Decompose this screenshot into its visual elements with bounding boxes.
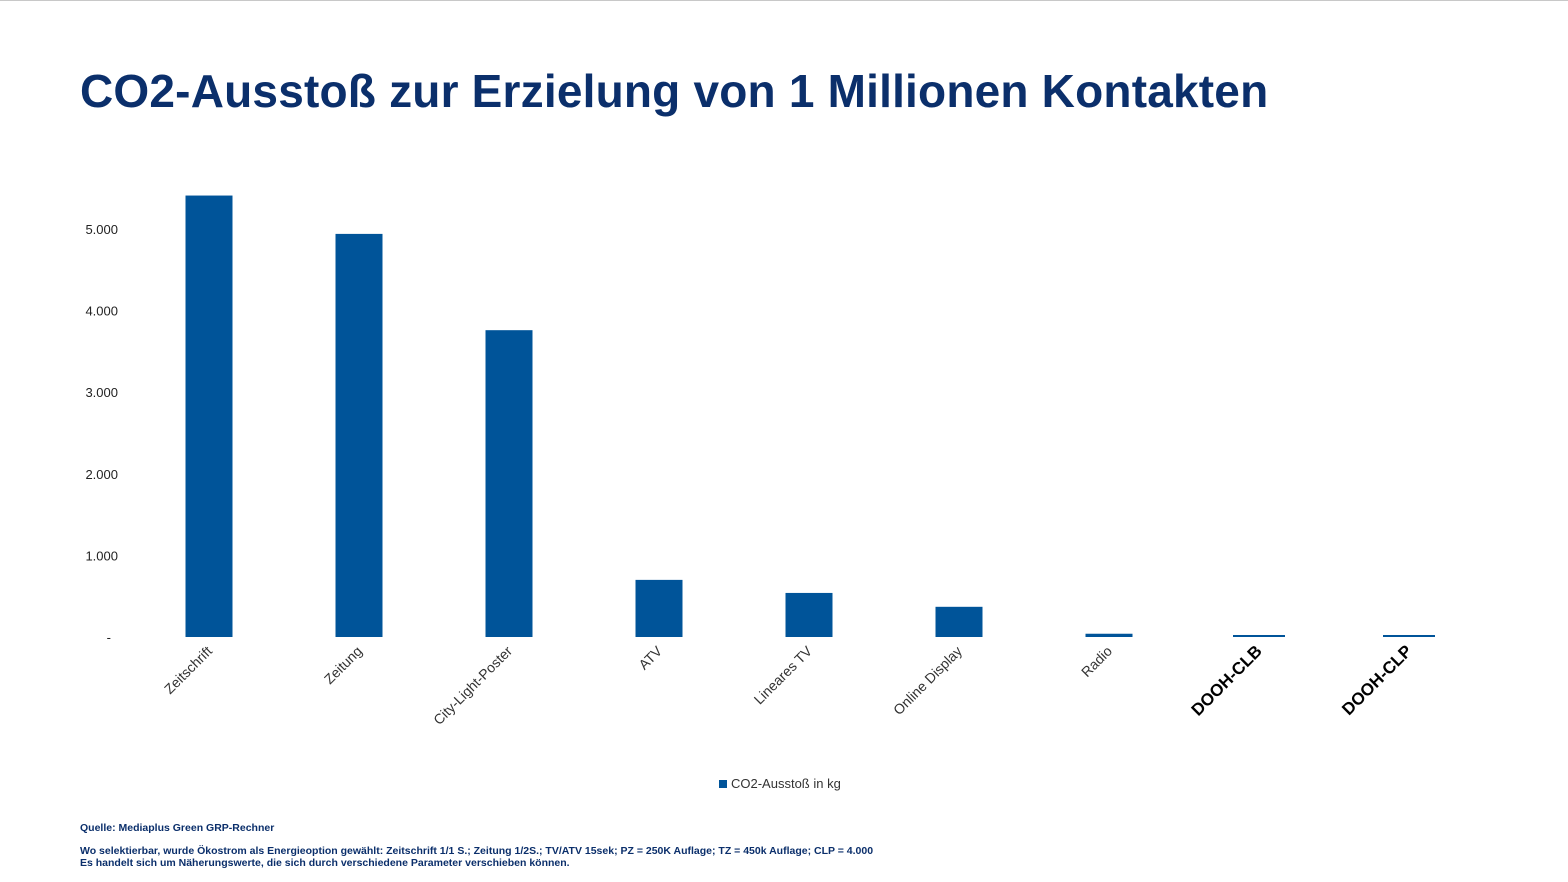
x-category-label: Zeitung xyxy=(321,643,365,687)
x-category-label: DOOH-CLP xyxy=(1338,641,1416,719)
y-tick-label: 3.000 xyxy=(85,385,118,400)
bar-lineares-tv xyxy=(785,592,833,637)
y-tick-label: - xyxy=(107,630,111,645)
bar-zeitung xyxy=(335,233,383,637)
y-tick-label: 5.000 xyxy=(85,222,118,237)
footnote-approximation: Es handelt sich um Näherungswerte, die s… xyxy=(80,857,570,869)
bar-atv xyxy=(635,579,683,637)
footnote-energy: Wo selektierbar, wurde Ökostrom als Ener… xyxy=(80,845,874,857)
legend-label: CO2-Ausstoß in kg xyxy=(731,776,841,791)
legend-swatch xyxy=(719,779,727,788)
x-category-label: Lineares TV xyxy=(751,642,816,707)
y-tick-label: 1.000 xyxy=(85,548,118,563)
x-category-label: Online Display xyxy=(890,643,965,718)
x-category-label: Radio xyxy=(1078,643,1115,680)
bar-dooh-clp xyxy=(1383,635,1435,637)
bar-city-light-poster xyxy=(485,330,533,637)
top-divider xyxy=(0,0,1568,1)
x-category-label: ATV xyxy=(635,642,665,672)
y-tick-label: 4.000 xyxy=(85,304,118,319)
x-category-label: Zeitschrift xyxy=(161,643,215,697)
bar-zeitschrift xyxy=(185,195,233,637)
x-category-label: DOOH-CLB xyxy=(1188,641,1266,719)
bar-dooh-clb xyxy=(1233,635,1285,637)
source-note: Quelle: Mediaplus Green GRP-Rechner xyxy=(80,822,275,834)
y-tick-label: 2.000 xyxy=(85,467,118,482)
bar-radio xyxy=(1085,633,1133,637)
x-category-label: City-Light-Poster xyxy=(430,643,515,728)
page-title: CO2-Ausstoß zur Erzielung von 1 Millione… xyxy=(80,65,1269,117)
chart-legend: CO2-Ausstoß in kg xyxy=(719,776,841,791)
bar-online-display xyxy=(935,606,983,637)
bar-chart: - 1.000 2.000 3.000 4.000 5.000 Zeitschrift Zei… xyxy=(85,195,1435,728)
